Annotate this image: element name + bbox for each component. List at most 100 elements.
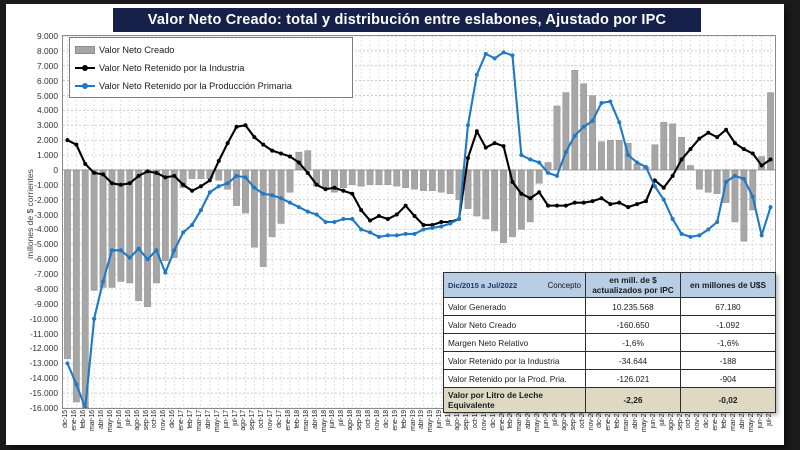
chart-line-marker — [234, 124, 239, 129]
y-axis-ticks: 9.000 8.000 7.000 6.000 5.000 4.000 3.000 2.000… — [6, 32, 62, 412]
y-tick-label: -15.000 — [29, 388, 58, 399]
chart-line-marker — [750, 151, 755, 156]
chart-line-marker — [225, 141, 230, 146]
x-tick-label: nov-19 — [480, 410, 488, 431]
chart-line-marker — [279, 151, 284, 156]
x-tick-label: dic-16 — [169, 410, 177, 428]
table-cell-value-pesos: 10.235.568 — [585, 297, 681, 316]
chart-line-marker — [323, 187, 328, 192]
y-tick-label: -1.000 — [34, 179, 58, 190]
chart-bar — [224, 169, 232, 190]
chart-line-marker — [715, 220, 720, 224]
x-tick-label: ago-18 — [347, 410, 355, 431]
x-tick-label: nov-21 — [694, 410, 702, 431]
chart-line-marker — [109, 181, 114, 186]
table-header-col2: en millones de U$S — [680, 272, 776, 298]
legend-item-valor-neto-creado[interactable]: Valor Neto Creado — [75, 41, 348, 59]
chart-line-marker — [599, 196, 604, 201]
chart-line-marker — [305, 209, 310, 214]
table-row: Margen Neto Relativo -1,6% -1,6% — [443, 333, 776, 352]
table-row: Valor Retenido por la Prod. Pria. -126.02… — [443, 369, 776, 388]
table-cell-value-pesos: -1,6% — [585, 333, 681, 352]
table-cell-value-usd: -1.092 — [680, 315, 776, 334]
chart-line-marker — [483, 145, 488, 150]
chart-bar — [339, 169, 347, 188]
x-tick-label: dic-18 — [382, 410, 390, 428]
chart-line-marker — [626, 153, 631, 158]
x-tick-label: may-16 — [106, 410, 114, 433]
chart-legend: Valor Neto Creado Valor Neto Retenido po… — [69, 37, 353, 98]
chart-line-marker — [670, 217, 675, 222]
chart-bar — [64, 169, 71, 360]
chart-line-marker — [109, 248, 114, 253]
x-tick-label: abr-18 — [311, 410, 319, 430]
chart-bar — [411, 169, 418, 190]
y-tick-label: -7.000 — [34, 269, 58, 280]
x-tick-label: ago-17 — [240, 410, 248, 431]
chart-line-marker — [296, 205, 301, 210]
x-tick-label: feb-19 — [400, 410, 408, 429]
x-tick-label: feb-17 — [187, 410, 195, 429]
x-tick-label: dic-17 — [276, 410, 284, 428]
chart-bar — [135, 169, 143, 302]
x-tick-label: ago-20 — [560, 410, 568, 431]
x-tick-label: ene-19 — [391, 410, 399, 431]
chart-bar — [535, 169, 543, 184]
chart-line-marker — [465, 123, 470, 128]
x-tick-label: oct-18 — [365, 410, 373, 429]
chart-bar — [428, 169, 436, 191]
chart-bar — [482, 169, 490, 220]
chart-line-marker — [590, 118, 595, 123]
table-cell-value-usd: -188 — [680, 351, 776, 370]
x-tick-label: nov-16 — [160, 410, 168, 431]
y-tick-label: -8.000 — [34, 283, 58, 294]
chart-line-marker — [661, 197, 666, 202]
chart-line-marker — [332, 220, 337, 224]
table-row: Valor por Litro de Leche Equivalente -2,2… — [443, 387, 776, 413]
x-tick-label: ene-21 — [605, 410, 613, 431]
chart-line-marker — [172, 248, 177, 253]
chart-line-marker — [65, 138, 70, 143]
chart-bar — [366, 169, 374, 185]
chart-line-marker — [287, 154, 292, 159]
legend-item-industria[interactable]: Valor Neto Retenido por la Industria — [75, 59, 348, 77]
table-cell-value-usd: -904 — [680, 369, 776, 388]
table-cell-label: Valor Neto Creado — [443, 315, 586, 334]
chart-line-marker — [581, 124, 586, 129]
chart-line-marker — [207, 178, 212, 183]
y-tick-label: 6.000 — [37, 75, 58, 86]
x-tick-label: sep-20 — [569, 410, 577, 431]
y-tick-label: 4.000 — [37, 105, 58, 116]
x-tick-label: may-19 — [427, 410, 435, 433]
chart-bar — [633, 163, 641, 171]
chart-line-marker — [350, 191, 355, 196]
chart-line-marker — [483, 51, 488, 56]
chart-bar — [188, 169, 196, 180]
chart-line-marker — [492, 141, 497, 146]
chart-line-marker — [492, 56, 497, 61]
chart-line-marker — [457, 217, 462, 222]
chart-line-marker — [715, 135, 720, 140]
x-tick-label: ago-21 — [667, 410, 675, 431]
table-cell-value-usd: -1,6% — [680, 333, 776, 352]
chart-line-marker — [341, 217, 346, 222]
chart-line-marker — [421, 222, 426, 227]
chart-line-marker — [394, 233, 399, 238]
x-tick-label: oct-16 — [151, 410, 159, 429]
chart-bar — [402, 169, 410, 188]
legend-item-produccion-primaria[interactable]: Valor Neto Retenido por la Producción Pr… — [75, 77, 348, 95]
y-tick-label: -4.000 — [34, 224, 58, 235]
chart-bar — [606, 139, 614, 171]
legend-label: Valor Neto Creado — [99, 45, 175, 55]
chart-line-marker — [145, 169, 150, 174]
chart-sheet: Valor Neto Creado: total y distribución … — [6, 4, 784, 445]
chart-line-marker — [65, 361, 70, 366]
chart-line-marker — [581, 200, 586, 205]
table-cell-value-usd: -0,02 — [680, 387, 776, 413]
y-tick-label: -12.000 — [29, 343, 58, 354]
chart-line-marker — [643, 199, 648, 204]
y-tick-label: 3.000 — [37, 120, 58, 131]
table-cell-value-pesos: -160.650 — [585, 315, 681, 334]
y-tick-label: -9.000 — [34, 298, 58, 309]
chart-line-marker — [332, 185, 337, 190]
